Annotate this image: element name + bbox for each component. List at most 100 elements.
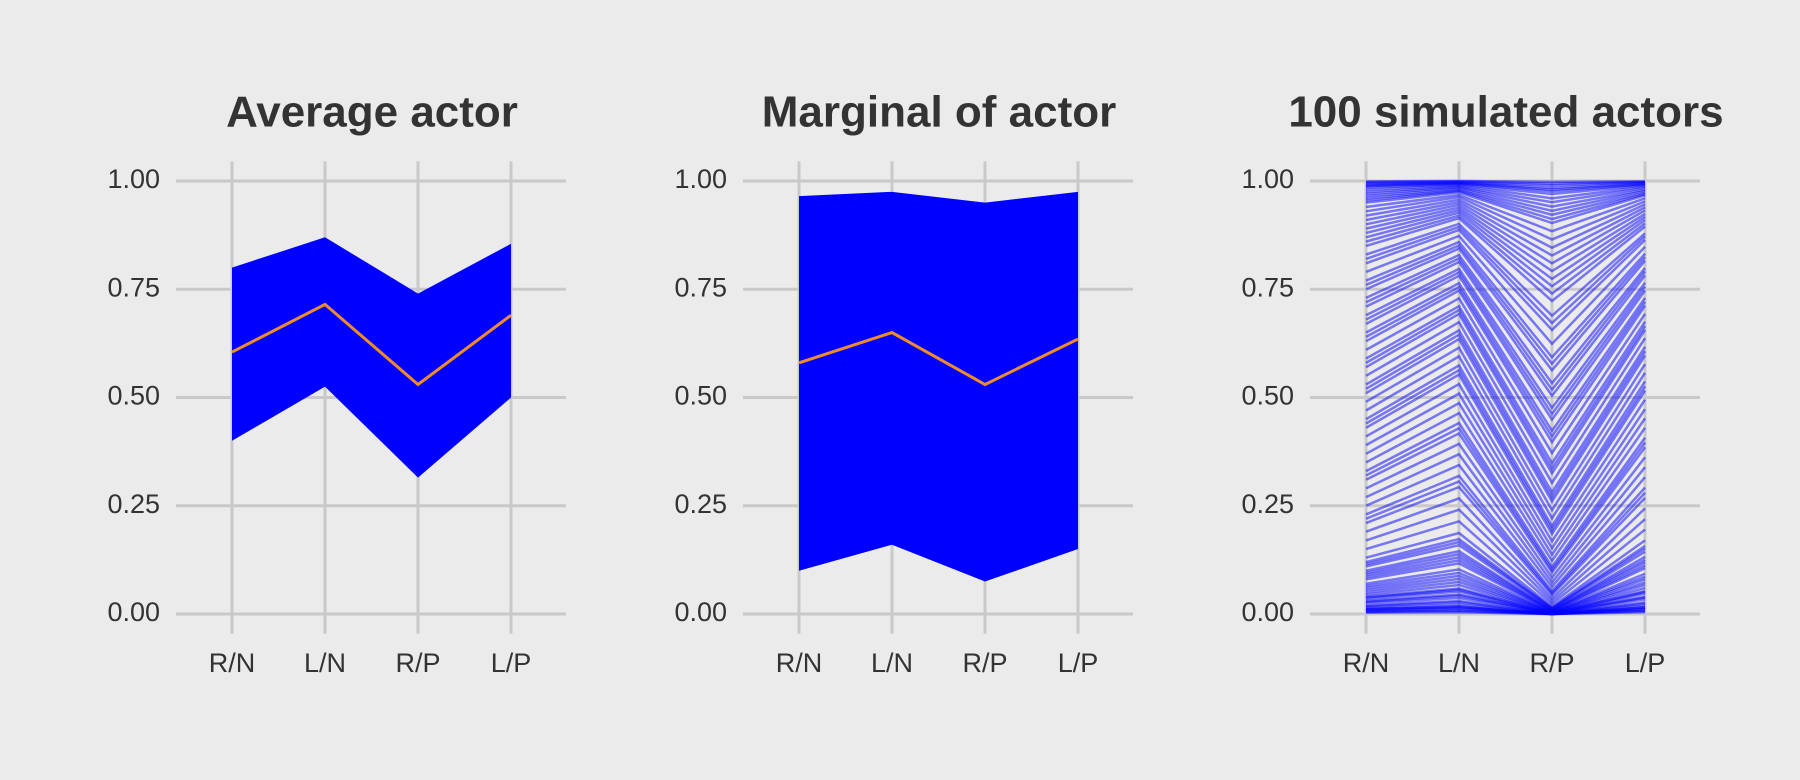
data-line: [1365, 256, 1646, 392]
x-tick-label: R/P: [395, 648, 440, 678]
data-line: [1365, 571, 1646, 614]
y-tick-label: 1.00: [107, 164, 160, 194]
data-line: [1365, 234, 1646, 346]
data-line: [1365, 206, 1646, 273]
data-line: [1365, 372, 1647, 537]
data-line: [1365, 211, 1646, 288]
data-line: [1365, 247, 1646, 373]
data-line: [1365, 552, 1646, 612]
y-tick-label: 0.00: [107, 597, 160, 627]
data-line: [1365, 304, 1647, 466]
y-tick-label: 0.00: [674, 597, 727, 627]
data-line: [1365, 186, 1646, 208]
data-line: [1365, 608, 1646, 616]
data-line: [1365, 421, 1647, 570]
data-line: [1365, 519, 1646, 606]
data-line: [1365, 296, 1647, 456]
data-line: [1365, 274, 1647, 422]
x-tick-label: L/P: [1625, 648, 1666, 678]
panel: Marginal of actor 0.00 0.25 0.50 0.75 1.00 R/N…: [674, 88, 1133, 678]
data-line: [1365, 562, 1646, 613]
data-line: [1365, 583, 1646, 615]
data-line: [1365, 285, 1647, 439]
x-tick-label: R/P: [962, 648, 1007, 678]
data-line: [1365, 193, 1646, 233]
data-line: [1365, 594, 1646, 615]
data-line: [1365, 401, 1647, 557]
x-tick-label: L/P: [1058, 648, 1099, 678]
x-tick-label: L/N: [304, 648, 346, 678]
chart-title: Average actor: [226, 88, 518, 137]
y-tick-label: 0.75: [1241, 272, 1294, 302]
x-tick-label: R/N: [1343, 648, 1390, 678]
data-line: [1365, 222, 1646, 318]
y-tick-label: 0.75: [107, 272, 160, 302]
y-tick-label: 0.25: [107, 489, 160, 519]
chart-title: Marginal of actor: [762, 88, 1117, 137]
x-tick-label: L/N: [1438, 648, 1480, 678]
data-line: [1365, 537, 1646, 610]
data-line: [1365, 337, 1647, 504]
y-tick-label: 0.00: [1241, 597, 1294, 627]
data-line: [798, 330, 1079, 387]
data-line: [1365, 382, 1647, 544]
data-line: [1365, 189, 1646, 221]
x-tick-label: L/P: [491, 648, 532, 678]
data-line: [1365, 452, 1646, 585]
data-line: [1365, 243, 1646, 366]
y-tick-label: 1.00: [674, 164, 727, 194]
interval-band: [232, 237, 511, 478]
y-tick-label: 0.50: [674, 381, 727, 411]
data-line: [1365, 368, 1647, 533]
data-line: [1365, 203, 1646, 265]
data-line: [1365, 354, 1647, 521]
data-line: [1365, 558, 1646, 613]
data-line: [1365, 270, 1647, 417]
data-line: [1365, 200, 1646, 257]
y-tick-label: 0.25: [1241, 489, 1294, 519]
data-line: [1365, 577, 1646, 615]
data-line: [1365, 185, 1646, 204]
data-line: [231, 302, 512, 387]
data-line: [1365, 240, 1646, 360]
data-line: [1365, 431, 1647, 575]
data-line: [1365, 195, 1646, 241]
data-line: [1365, 188, 1646, 217]
data-line: [1365, 474, 1646, 593]
x-tick-label: R/N: [776, 648, 823, 678]
data-line: [1365, 588, 1646, 615]
data-line: [1365, 363, 1647, 529]
data-line: [1365, 568, 1646, 614]
data-line: [1365, 555, 1646, 612]
data-line: [1365, 182, 1646, 193]
panel: 100 simulated actors 0.00 0.25 0.50 0.75 1.00…: [1241, 88, 1723, 679]
data-line: [1365, 228, 1646, 332]
data-line: [1365, 549, 1646, 612]
data-line: [1365, 543, 1646, 611]
x-tick-label: R/N: [209, 648, 256, 678]
data-line: [1365, 208, 1646, 281]
data-line: [1365, 320, 1647, 486]
data-line: [1365, 214, 1646, 296]
data-line: [1365, 225, 1646, 325]
data-line: [1365, 480, 1646, 596]
data-line: [1365, 508, 1646, 604]
data-line: [1365, 267, 1647, 411]
x-tick-label: L/N: [871, 648, 913, 678]
data-line: [1365, 601, 1646, 616]
data-line: [1365, 190, 1646, 225]
x-tick-label: R/P: [1529, 648, 1574, 678]
data-line: [1365, 328, 1647, 495]
data-line: [1365, 426, 1647, 573]
interval-band: [799, 191, 1078, 582]
data-line: [1365, 184, 1646, 200]
data-line: [1365, 179, 1646, 184]
data-line: [1365, 411, 1647, 563]
data-line: [1365, 198, 1646, 250]
data-line: [1365, 260, 1646, 398]
data-line: [1365, 442, 1646, 580]
data-line: [1365, 288, 1647, 445]
data-line: [1365, 308, 1647, 471]
